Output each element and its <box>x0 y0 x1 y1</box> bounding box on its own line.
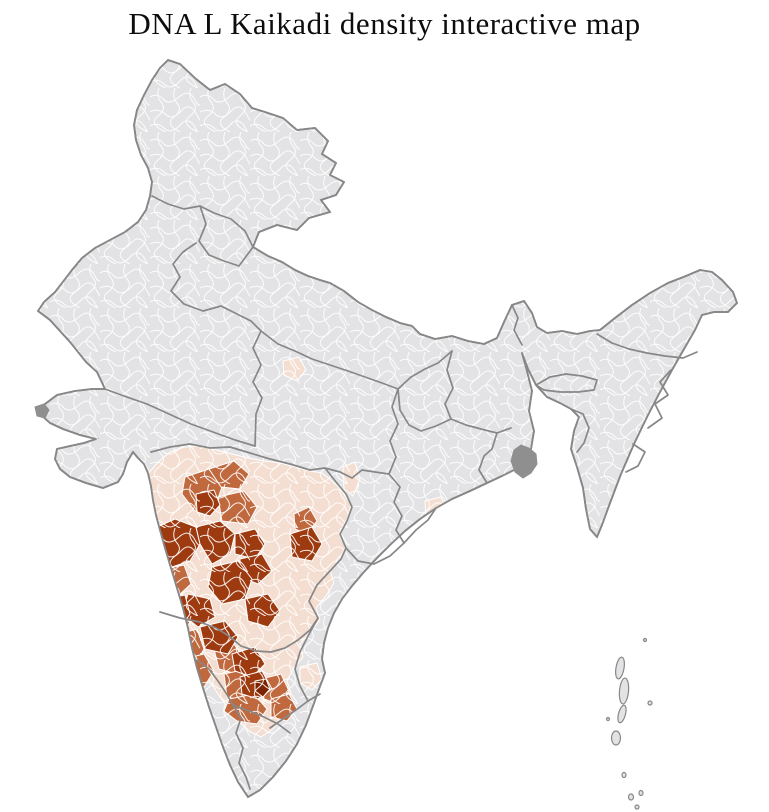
island-shape[interactable] <box>638 789 644 797</box>
island-shape[interactable] <box>605 716 611 722</box>
island-shape[interactable] <box>642 637 648 643</box>
state-border-line <box>307 693 321 702</box>
state-border-line <box>397 388 452 432</box>
island-shape[interactable] <box>618 677 630 705</box>
state-border-line <box>403 507 437 544</box>
state-border-line <box>260 330 399 390</box>
state-border-line <box>570 408 590 453</box>
state-border-line <box>198 205 254 267</box>
delta-marsh-layer <box>34 403 538 479</box>
delta-marsh-patch <box>510 444 538 479</box>
island-shape[interactable] <box>621 771 627 779</box>
island-shape[interactable] <box>610 730 622 746</box>
state-border-line <box>170 242 197 305</box>
state-border-line <box>388 473 405 544</box>
state-border-line <box>232 704 251 790</box>
state-border-line <box>150 443 353 479</box>
delta-marsh-patch <box>34 403 50 419</box>
state-border-line <box>308 547 347 619</box>
state-border-line <box>388 388 399 475</box>
state-border-line <box>397 350 453 390</box>
state-border-line <box>252 330 263 447</box>
state-border-line <box>625 443 646 473</box>
island-shape[interactable] <box>647 700 653 706</box>
state-border-line <box>151 195 254 248</box>
island-shape[interactable] <box>616 704 627 724</box>
island-shape[interactable] <box>627 793 635 801</box>
island-shape[interactable] <box>634 804 640 810</box>
state-border-line <box>183 303 262 332</box>
state-border-line <box>232 704 291 734</box>
state-border-line <box>535 373 598 393</box>
map-title: DNA L Kaikadi density interactive map <box>128 6 641 41</box>
state-border-line <box>647 369 672 429</box>
state-border-line <box>294 617 319 702</box>
state-border-line <box>596 333 698 359</box>
state-border-line <box>324 467 353 549</box>
state-border-line <box>511 304 523 346</box>
state-border-line <box>104 388 256 447</box>
state-border-line <box>450 418 512 434</box>
andaman-islands-layer[interactable] <box>605 637 653 810</box>
state-border-line <box>478 432 498 484</box>
island-shape[interactable] <box>614 656 626 680</box>
state-border-line <box>444 350 454 420</box>
state-border-line <box>196 659 234 706</box>
state-border-line <box>351 469 390 479</box>
state-border-line <box>159 611 319 653</box>
state-border-line <box>345 542 405 565</box>
